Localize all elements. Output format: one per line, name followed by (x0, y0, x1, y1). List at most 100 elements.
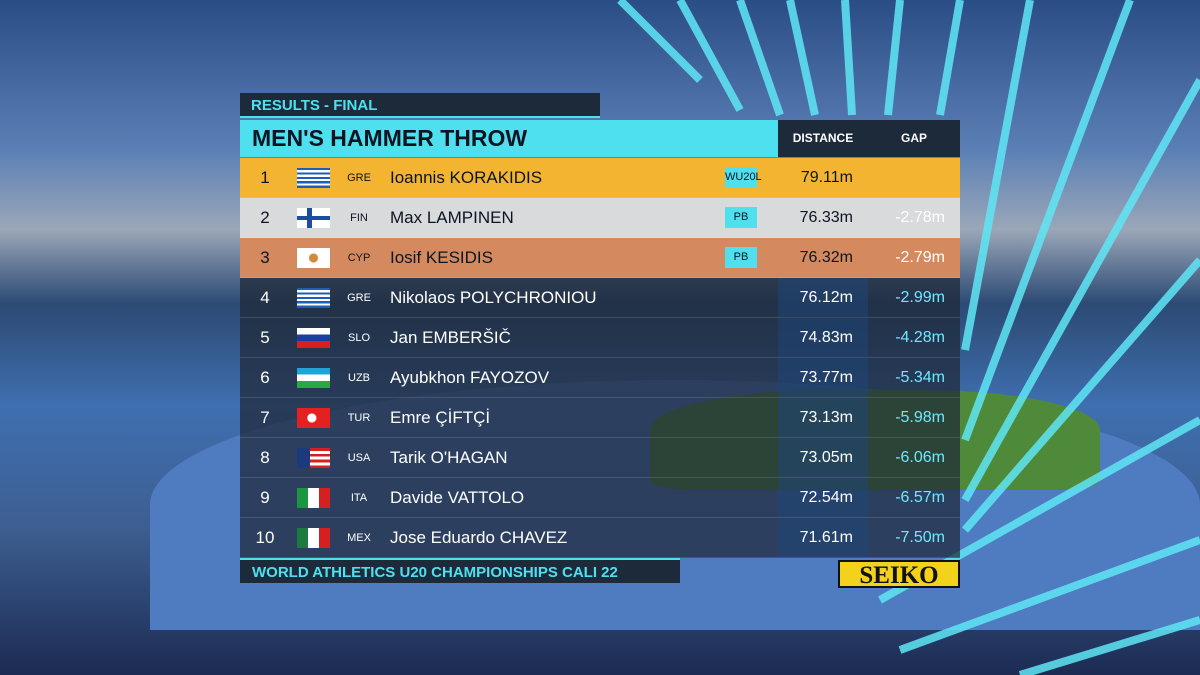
distance-cell (778, 358, 868, 397)
country-code: MEX (347, 532, 371, 544)
gap: -7.50m (895, 529, 945, 546)
athlete-name: Davide VATTOLO (390, 488, 525, 507)
ray (961, 0, 1134, 442)
rank: 10 (255, 528, 275, 547)
result-row: 2 FIN Max LAMPINEN PB 76.33m -2.78m (240, 198, 960, 238)
flag (297, 408, 330, 428)
rank: 9 (260, 488, 270, 507)
ray (736, 0, 784, 117)
ray (961, 78, 1200, 502)
results-label: RESULTS - FINAL (240, 93, 600, 118)
athlete-name: Emre ÇİFTÇİ (390, 408, 491, 427)
gap: -4.28m (895, 329, 945, 346)
athlete-name: Nikolaos POLYCHRONIOU (390, 288, 597, 307)
rank: 4 (260, 288, 270, 307)
flag (297, 208, 330, 228)
ray (617, 0, 703, 83)
rank: 5 (260, 328, 270, 347)
athlete-name: Ayubkhon FAYOZOV (390, 368, 550, 387)
distance: 74.83m (799, 329, 853, 346)
ray (936, 0, 964, 116)
column-header: GAP (868, 120, 960, 157)
rank: 1 (260, 168, 270, 187)
flag (297, 248, 330, 268)
flag (297, 528, 330, 548)
flag (297, 168, 330, 188)
distance: 76.12m (799, 289, 853, 306)
flag (297, 488, 330, 508)
distance-cell (778, 278, 868, 317)
athlete-name: Jose Eduardo CHAVEZ (390, 528, 568, 547)
result-row: 3 CYP Iosif KESIDIS PB 76.32m -2.79m (240, 238, 960, 278)
country-code: GRE (347, 292, 371, 304)
country-code: USA (347, 452, 371, 464)
gap: -2.99m (895, 289, 945, 306)
gap: -5.34m (895, 369, 945, 386)
flag (297, 288, 330, 308)
result-row: 10 MEX Jose Eduardo CHAVEZ 71.61m -7.50m (240, 518, 960, 558)
distance-cell (778, 518, 868, 557)
athlete-name: Iosif KESIDIS (390, 248, 493, 267)
result-row: 6 UZB Ayubkhon FAYOZOV 73.77m -5.34m (240, 358, 960, 398)
result-row: 7 TUR Emre ÇİFTÇİ 73.13m -5.98m (240, 398, 960, 438)
column-header: DISTANCE (778, 120, 868, 157)
country-code: UZB (348, 372, 370, 384)
distance-cell (778, 398, 868, 437)
rank: 2 (260, 208, 270, 227)
result-row: 1 GRE Ioannis KORAKIDIS WU20L 79.11m (240, 158, 960, 198)
record-badge: PB (725, 247, 757, 268)
ray (676, 0, 744, 112)
ray (841, 0, 856, 116)
ray (898, 536, 1200, 654)
country-code: GRE (347, 172, 371, 184)
ray (961, 0, 1034, 351)
distance-cell (778, 478, 868, 517)
ray (1018, 616, 1200, 675)
flag (297, 328, 330, 348)
distance: 79.11m (800, 169, 853, 186)
athlete-name: Max LAMPINEN (390, 208, 514, 227)
gap: -6.57m (895, 489, 945, 506)
country-code: TUR (347, 412, 371, 424)
distance: 73.77m (799, 369, 853, 386)
distance: 76.33m (799, 209, 853, 226)
flag (297, 368, 330, 388)
result-row: 9 ITA Davide VATTOLO 72.54m -6.57m (240, 478, 960, 518)
flag (297, 448, 330, 468)
distance: 72.54m (799, 489, 853, 506)
gap: -2.78m (895, 209, 945, 226)
result-row: 8 USA Tarik O'HAGAN 73.05m -6.06m (240, 438, 960, 478)
gap: -6.06m (895, 449, 945, 466)
country-code: SLO (347, 332, 370, 344)
distance: 73.13m (799, 409, 853, 426)
distance: 76.32m (799, 249, 853, 266)
record-badge: PB (725, 207, 757, 228)
ray (961, 257, 1200, 533)
result-row: 5 SLO Jan EMBERŠIČ 74.83m -4.28m (240, 318, 960, 358)
gap: -2.79m (895, 249, 945, 266)
country-code: FIN (350, 212, 368, 224)
distance: 71.61m (799, 529, 853, 546)
country-code: ITA (350, 492, 368, 504)
result-row: 4 GRE Nikolaos POLYCHRONIOU 76.12m -2.99m (240, 278, 960, 318)
record-badge: WU20L (725, 167, 762, 188)
rank: 3 (260, 248, 270, 267)
sponsor-logo: SEIKO (838, 560, 960, 589)
athlete-name: Jan EMBERŠIČ (390, 328, 511, 347)
distance-cell (778, 318, 868, 357)
distance: 73.05m (799, 449, 853, 466)
championship-name: WORLD ATHLETICS U20 CHAMPIONSHIPS CALI 2… (240, 558, 680, 583)
ray (884, 0, 904, 116)
distance-cell (778, 438, 868, 477)
ray-group (617, 0, 1200, 675)
rank: 8 (260, 448, 270, 467)
event-title: MEN'S HAMMER THROW (240, 120, 778, 157)
rank: 7 (260, 408, 270, 427)
rank: 6 (260, 368, 270, 387)
country-code: CYP (347, 252, 371, 264)
athlete-name: Ioannis KORAKIDIS (390, 168, 543, 187)
ray (786, 0, 819, 116)
gap: -5.98m (895, 409, 945, 426)
